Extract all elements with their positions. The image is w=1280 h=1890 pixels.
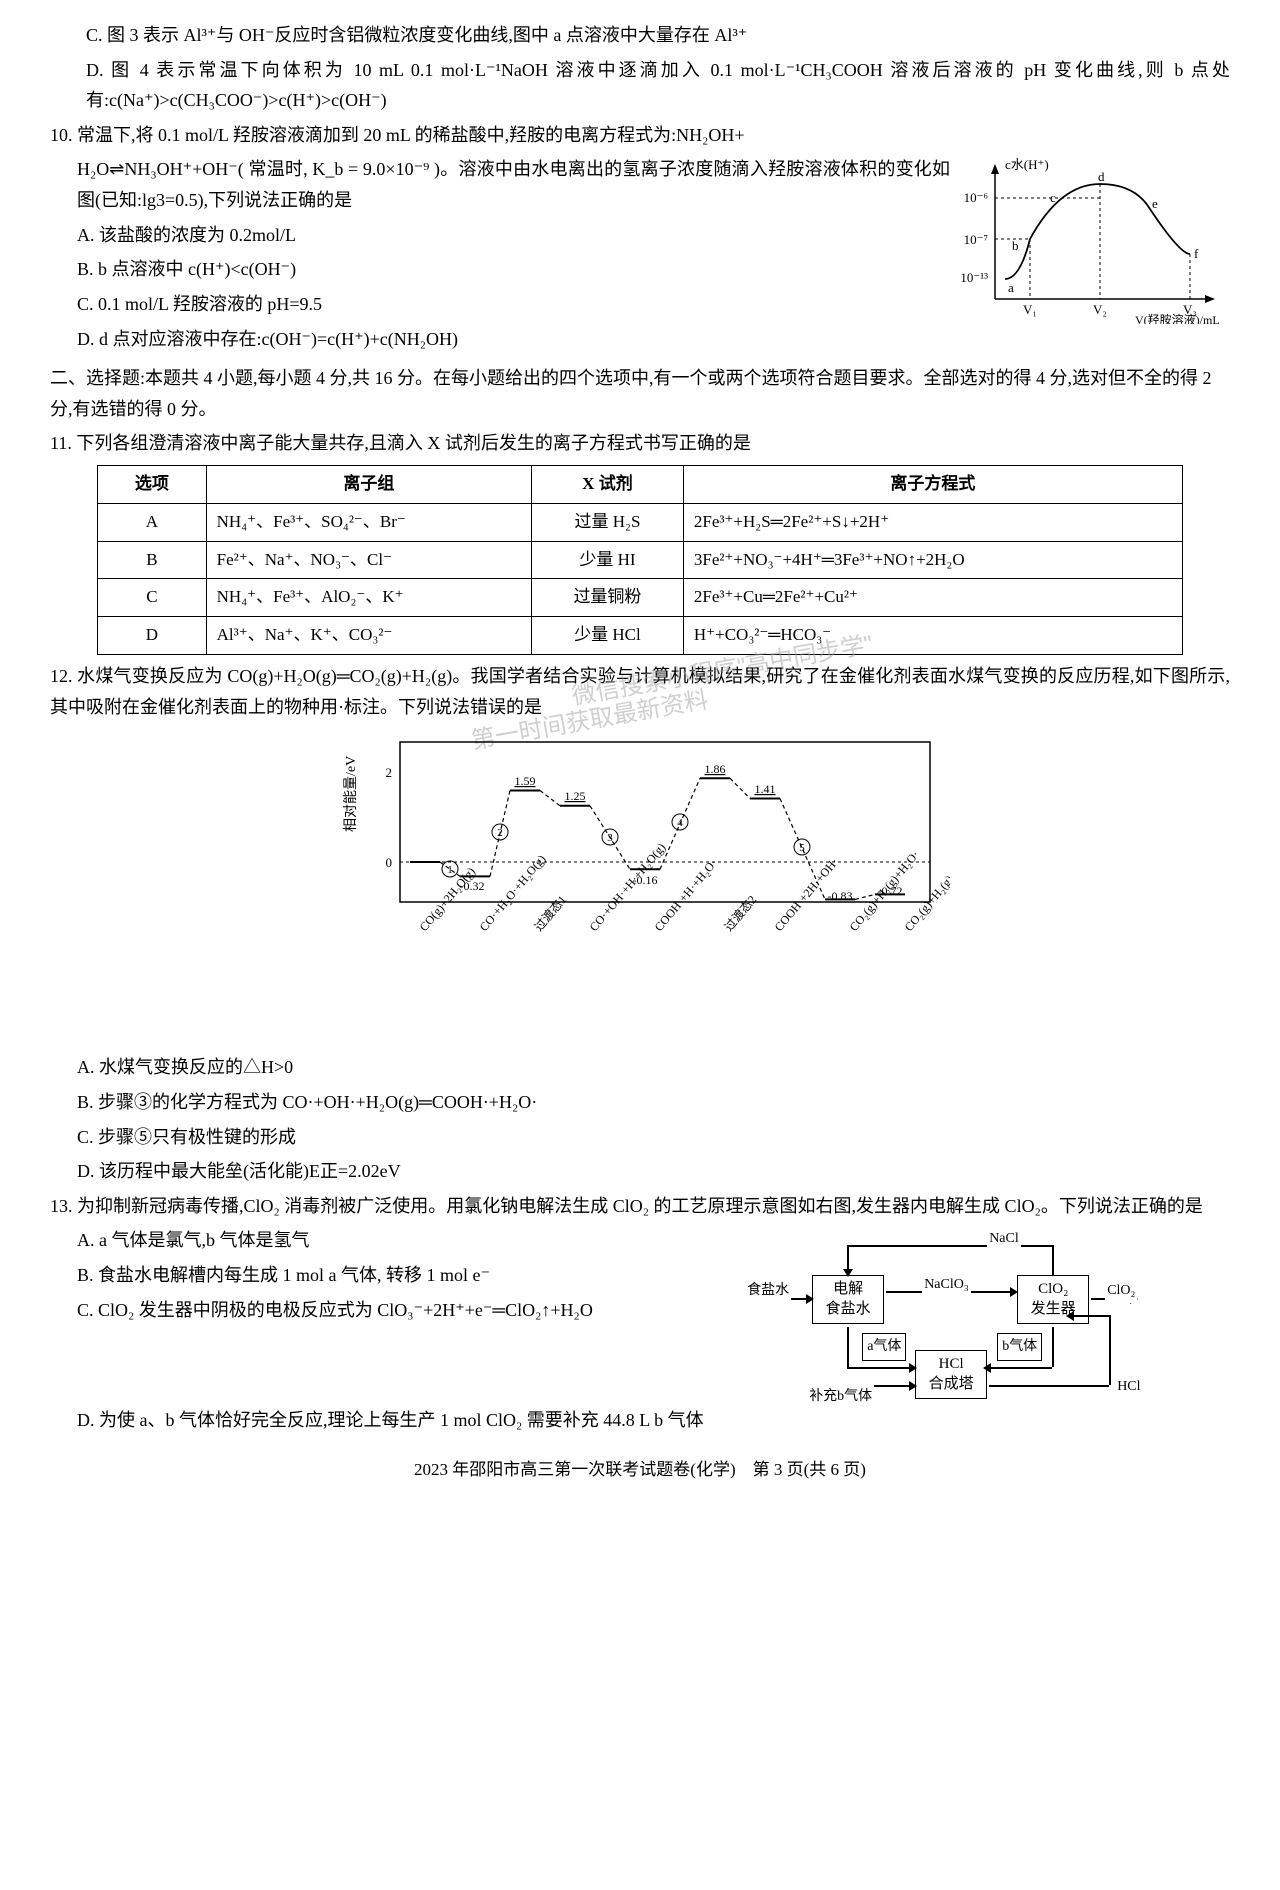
q12-option-a: A. 水煤气变换反应的△H>0 (50, 1052, 1230, 1083)
svg-text:V(羟胺溶液)/mL: V(羟胺溶液)/mL (1135, 312, 1220, 324)
cell: 过量 H₂S (532, 503, 684, 541)
q10-option-b: B. b 点溶液中 c(H⁺)<c(OH⁻) (50, 254, 950, 285)
q10-option-c: C. 0.1 mol/L 羟胺溶液的 pH=9.5 (50, 289, 950, 320)
section-2-title: 二、选择题:本题共 4 小题,每小题 4 分,共 16 分。在每小题给出的四个选… (50, 363, 1230, 424)
cell: NH₄⁺、Fe³⁺、SO₄²⁻、Br⁻ (206, 503, 531, 541)
q13-option-a: A. a 气体是氯气,b 气体是氢气 (50, 1225, 687, 1256)
cell: 3Fe²⁺+NO₃⁻+4H⁺═3Fe³⁺+NO↑+2H₂O (683, 541, 1182, 579)
svg-text:1.41: 1.41 (755, 782, 776, 796)
svg-text:V₂: V₂ (1093, 302, 1107, 317)
q10-stem-line1: 10. 常温下,将 0.1 mol/L 羟胺溶液滴加到 20 mL 的稀盐酸中,… (50, 120, 1230, 151)
table-row: A NH₄⁺、Fe³⁺、SO₄²⁻、Br⁻ 过量 H₂S 2Fe³⁺+H₂S═2… (98, 503, 1183, 541)
option-d: D. 图 4 表示常温下向体积为 10 mL 0.1 mol·L⁻¹NaOH 溶… (50, 55, 1230, 116)
label-b-gas: b气体 (997, 1333, 1042, 1361)
svg-text:V₁: V₁ (1023, 302, 1037, 317)
flow-box-hcl: HCl合成塔 (915, 1350, 987, 1399)
svg-text:a: a (1008, 280, 1014, 295)
label-a-gas: a气体 (862, 1333, 906, 1361)
flow-box-generator: ClO₂发生器 (1017, 1275, 1089, 1324)
svg-text:过渡态2: 过渡态2 (721, 892, 759, 934)
cell: B (98, 541, 206, 579)
q13-option-c: C. ClO₂ 发生器中阴极的电极反应式为 ClO₃⁻+2H⁺+e⁻═ClO₂↑… (50, 1295, 687, 1326)
svg-text:10⁻¹³: 10⁻¹³ (960, 270, 988, 285)
cell: D (98, 617, 206, 655)
svg-text:10⁻⁷: 10⁻⁷ (964, 232, 988, 247)
q11-table: 选项 离子组 X 试剂 离子方程式 A NH₄⁺、Fe³⁺、SO₄²⁻、Br⁻ … (97, 465, 1183, 655)
label-food-in: 食盐水 (745, 1279, 791, 1303)
q12-option-c: C. 步骤⑤只有极性键的形成 (50, 1122, 1230, 1153)
q12-option-b: B. 步骤③的化学方程式为 CO·+OH·+H₂O(g)═COOH·+H₂O· (50, 1087, 1230, 1118)
q10-stem-line2: H₂O⇌NH₃OH⁺+OH⁻( 常温时, K_b = 9.0×10⁻⁹ )。溶液… (50, 154, 950, 215)
q13-flow-diagram: 电解食盐水 ClO₂发生器 HCl合成塔 食盐水 NaCl NaClO₃ (697, 1225, 1147, 1405)
cell: A (98, 503, 206, 541)
label-naclo3: NaClO₃ (922, 1273, 971, 1297)
cell: C (98, 579, 206, 617)
label-hcl-out: HCl (1115, 1375, 1142, 1399)
svg-text:10⁻⁶: 10⁻⁶ (964, 190, 988, 205)
cell: 少量 HI (532, 541, 684, 579)
svg-text:COOH·+H·+H₂O·: COOH·+H·+H₂O· (652, 857, 720, 935)
svg-text:b: b (1012, 238, 1019, 253)
q11-th-0: 选项 (98, 465, 206, 503)
table-row: B Fe²⁺、Na⁺、NO₃⁻、Cl⁻ 少量 HI 3Fe²⁺+NO₃⁻+4H⁺… (98, 541, 1183, 579)
svg-text:3: 3 (607, 832, 613, 844)
table-row: C NH₄⁺、Fe³⁺、AlO₂⁻、K⁺ 过量铜粉 2Fe³⁺+Cu═2Fe²⁺… (98, 579, 1183, 617)
q10-option-a: A. 该盐酸的浓度为 0.2mol/L (50, 220, 950, 251)
cell: Fe²⁺、Na⁺、NO₃⁻、Cl⁻ (206, 541, 531, 579)
svg-text:1.86: 1.86 (705, 762, 726, 776)
option-c: C. 图 3 表示 Al³⁺与 OH⁻反应时含铝微粒浓度变化曲线,图中 a 点溶… (50, 20, 1230, 51)
svg-text:2: 2 (386, 765, 393, 780)
cell: NH₄⁺、Fe³⁺、AlO₂⁻、K⁺ (206, 579, 531, 617)
svg-text:1.59: 1.59 (515, 774, 536, 788)
svg-text:过渡态1: 过渡态1 (531, 892, 569, 934)
svg-text:e: e (1152, 196, 1158, 211)
page-footer: 2023 年邵阳市高三第一次联考试题卷(化学) 第 3 页(共 6 页) (50, 1456, 1230, 1485)
q11-th-2: X 试剂 (532, 465, 684, 503)
cell: H⁺+CO₃²⁻═HCO₃⁻ (683, 617, 1182, 655)
label-clo2-out: ClO₂ (1105, 1279, 1137, 1303)
cell: Al³⁺、Na⁺、K⁺、CO₃²⁻ (206, 617, 531, 655)
svg-text:c水(H⁺): c水(H⁺) (1005, 157, 1049, 172)
q11-stem: 11. 下列各组澄清溶液中离子能大量共存,且滴入 X 试剂后发生的离子方程式书写… (50, 428, 1230, 459)
svg-text:1: 1 (447, 864, 453, 876)
q13-stem: 13. 为抑制新冠病毒传播,ClO₂ 消毒剂被广泛使用。用氯化钠电解法生成 Cl… (50, 1191, 1230, 1222)
q12-option-d: D. 该历程中最大能垒(活化能)E正=2.02eV (50, 1156, 1230, 1187)
cell: 2Fe³⁺+Cu═2Fe²⁺+Cu²⁺ (683, 579, 1182, 617)
label-nacl: NaCl (987, 1227, 1021, 1251)
svg-text:d: d (1098, 169, 1105, 184)
svg-text:4: 4 (677, 817, 683, 829)
q12-stem: 12. 水煤气变换反应为 CO(g)+H₂O(g)═CO₂(g)+H₂(g)。我… (50, 661, 1230, 722)
q12-energy-chart: 0 2 相对能量/eV -0.32 (330, 732, 950, 1042)
svg-text:相对能量/eV: 相对能量/eV (343, 756, 359, 832)
q10-option-d: D. d 点对应溶液中存在:c(OH⁻)=c(H⁺)+c(NH₂OH) (50, 324, 1230, 355)
q10-chart: 10⁻⁶ 10⁻⁷ 10⁻¹³ a b c d e f V (950, 154, 1230, 324)
svg-text:0: 0 (386, 855, 393, 870)
cell: 过量铜粉 (532, 579, 684, 617)
q11-th-3: 离子方程式 (683, 465, 1182, 503)
q13-option-b: B. 食盐水电解槽内每生成 1 mol a 气体, 转移 1 mol e⁻ (50, 1260, 687, 1291)
svg-text:2: 2 (497, 827, 503, 839)
svg-text:c: c (1050, 190, 1056, 205)
cell: 2Fe³⁺+H₂S═2Fe²⁺+S↓+2H⁺ (683, 503, 1182, 541)
q13-option-d: D. 为使 a、b 气体恰好完全反应,理论上每生产 1 mol ClO₂ 需要补… (50, 1405, 1230, 1436)
q11-th-1: 离子组 (206, 465, 531, 503)
label-add-b: 补充b气体 (807, 1385, 874, 1409)
svg-text:f: f (1194, 246, 1199, 261)
table-row: D Al³⁺、Na⁺、K⁺、CO₃²⁻ 少量 HCl H⁺+CO₃²⁻═HCO₃… (98, 617, 1183, 655)
svg-text:5: 5 (799, 842, 805, 854)
svg-text:-0.83: -0.83 (828, 889, 853, 903)
flow-box-electrolysis: 电解食盐水 (812, 1275, 884, 1324)
cell: 少量 HCl (532, 617, 684, 655)
svg-text:1.25: 1.25 (565, 789, 586, 803)
